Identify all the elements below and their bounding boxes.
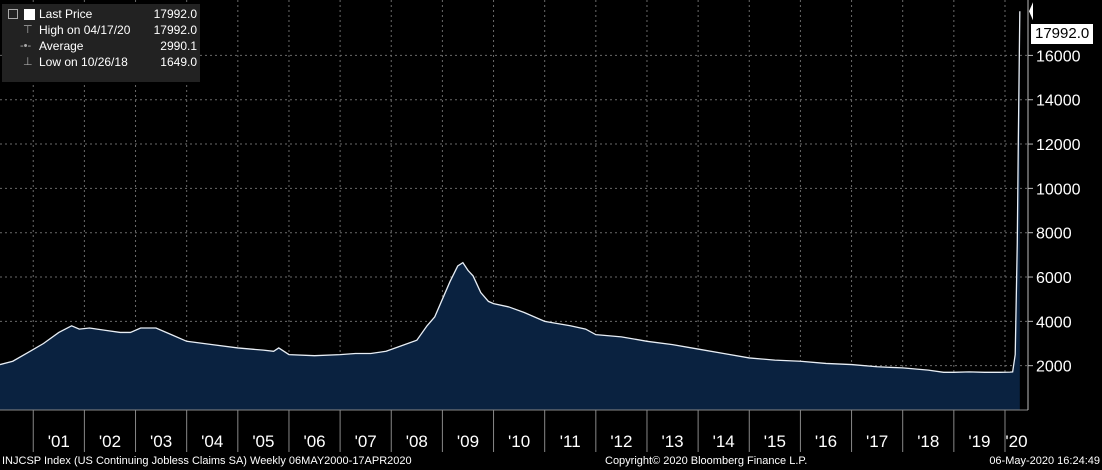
x-tick-label: '14 [713,432,735,451]
legend-row-last-price: Last Price 17992.0 [2,6,200,22]
y-tick-label: 2000 [1036,359,1072,376]
x-tick-label: '02 [99,432,121,451]
x-tick-label: '01 [48,432,70,451]
x-tick-label: '03 [150,432,172,451]
series-line [0,11,1021,373]
x-tick-label: '09 [457,432,479,451]
x-tick-label: '04 [201,432,223,451]
x-tick-label: '06 [303,432,325,451]
legend-low-value: 1649.0 [160,55,197,69]
high-marker-icon: ⊤ [23,24,33,36]
legend-high-label: High on 04/17/20 [39,23,131,37]
x-tick-label: '16 [815,432,837,451]
legend-high-value: 17992.0 [153,23,197,37]
series-area [0,11,1020,410]
x-tick-label: '18 [917,432,939,451]
x-tick-label: '05 [252,432,274,451]
low-marker-icon: ⊥ [23,56,33,68]
x-tick-label: '08 [406,432,428,451]
y-tick-label: 16000 [1036,48,1081,65]
last-price-swatch [24,9,35,20]
y-tick-label: 6000 [1036,270,1072,287]
legend-last-price-value: 17992.0 [153,7,197,21]
x-tick-label: '15 [764,432,786,451]
legend-last-price-label: Last Price [39,7,93,21]
average-marker-icon: -•- [20,40,32,52]
legend-average-value: 2990.1 [160,39,197,53]
x-tick-label: '17 [866,432,888,451]
chart-legend: Last Price 17992.0 ⊤ High on 04/17/20 17… [2,4,200,82]
footer-index-description: INJCSP Index (US Continuing Jobless Clai… [2,455,412,467]
legend-average-label: Average [39,39,84,53]
x-tick-label: '20 [1005,432,1027,451]
x-tick-label: '11 [560,432,581,451]
last-value-pointer [1029,2,1033,21]
legend-row-high: ⊤ High on 04/17/20 17992.0 [2,22,200,38]
y-tick-label: 10000 [1036,181,1081,198]
y-tick-label: 4000 [1036,314,1072,331]
x-tick-label: '13 [661,432,683,451]
y-tick-label: 14000 [1036,93,1081,110]
collapse-icon[interactable] [8,9,18,19]
y-tick-label: 8000 [1036,226,1072,243]
x-tick-label: '19 [968,432,990,451]
footer-timestamp: 06-May-2020 16:24:49 [989,455,1100,467]
legend-low-label: Low on 10/26/18 [39,55,128,69]
x-tick-label: '12 [610,432,632,451]
x-tick-label: '10 [508,432,530,451]
footer-copyright: Copyright© 2020 Bloomberg Finance L.P. [605,455,808,467]
legend-row-low: ⊥ Low on 10/26/18 1649.0 [2,54,200,70]
legend-row-average: -•- Average 2990.1 [2,38,200,54]
last-value-label: 17992.0 [1031,24,1094,44]
y-tick-label: 12000 [1036,137,1081,154]
x-tick-label: '07 [355,432,377,451]
